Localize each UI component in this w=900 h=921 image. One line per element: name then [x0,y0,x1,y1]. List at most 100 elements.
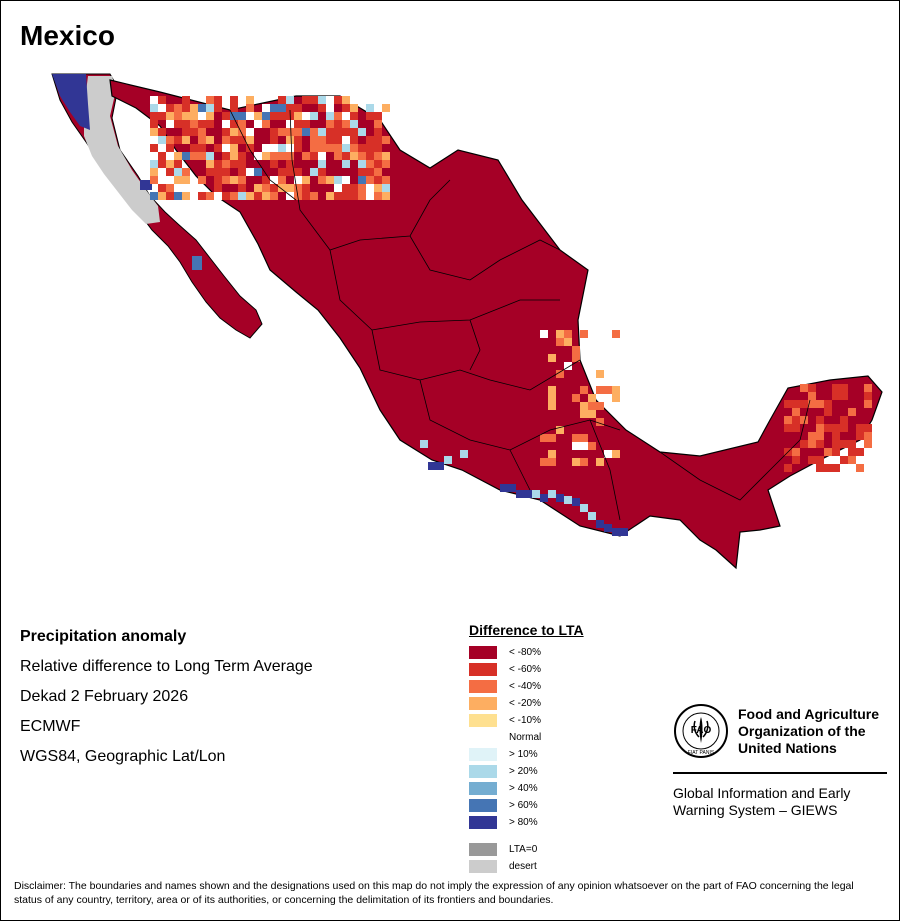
anomaly-cell [182,192,190,200]
anomaly-cell [310,168,318,176]
legend-title: Difference to LTA [469,622,584,638]
anomaly-cell [808,400,816,408]
legend-item: > 80% [469,814,584,831]
anomaly-cell [198,112,206,120]
state-border-line [469,319,481,371]
anomaly-cell [334,128,342,136]
anomaly-cell [198,120,206,128]
anomaly-cell [174,176,182,184]
anomaly-cell [334,136,342,144]
anomaly-cell [374,128,382,136]
anomaly-cell [158,128,166,136]
anomaly-cell [366,112,374,120]
anomaly-cell [206,112,214,120]
anomaly-cell [206,168,214,176]
anomaly-cell [318,168,326,176]
legend-item: < -60% [469,661,584,678]
anomaly-cell [800,400,808,408]
giews-name: Global Information and Early Warning Sys… [673,785,888,819]
anomaly-cell [824,408,832,416]
anomaly-cell [596,386,604,394]
anomaly-cell [182,184,190,192]
anomaly-cell [800,416,808,424]
anomaly-cell [382,192,390,200]
anomaly-cell [816,400,824,408]
anomaly-cell [620,528,628,536]
anomaly-cell [270,104,278,112]
anomaly-cell [294,168,302,176]
anomaly-cell [270,160,278,168]
anomaly-cell [230,144,238,152]
fao-logo-text: FAO [691,725,712,736]
anomaly-cell [318,144,326,152]
anomaly-cell [230,104,238,112]
anomaly-cell [350,120,358,128]
anomaly-cell [358,168,366,176]
anomaly-cell [572,434,580,442]
anomaly-cell [262,176,270,184]
anomaly-cell [286,160,294,168]
anomaly-cell [302,112,310,120]
anomaly-cell [856,448,864,456]
anomaly-cell [150,128,158,136]
anomaly-cell [350,192,358,200]
anomaly-cell [166,184,174,192]
anomaly-cell [238,136,246,144]
anomaly-cell [278,128,286,136]
anomaly-cell [572,442,580,450]
anomaly-cell [198,176,206,184]
anomaly-cell [302,192,310,200]
anomaly-cell [564,496,572,504]
state-border-line [799,399,811,441]
anomaly-cell [548,354,556,362]
anomaly-cell [262,120,270,128]
state-border-line [229,109,297,201]
anomaly-cell [564,330,572,338]
anomaly-cell [150,112,158,120]
anomaly-cell [246,192,254,200]
legend-swatch [469,748,497,761]
anomaly-cell [580,458,588,466]
anomaly-cell [190,128,198,136]
anomaly-cell [286,96,294,104]
anomaly-cell [286,152,294,160]
anomaly-cell [238,152,246,160]
giews-line: Global Information and Early [673,785,851,801]
info-line: WGS84, Geographic Lat/Lon [20,748,226,765]
anomaly-cell [816,424,824,432]
anomaly-cell [832,448,840,456]
anomaly-cell [150,136,158,144]
anomaly-cell [182,112,190,120]
anomaly-cell [158,184,166,192]
anomaly-cell [588,442,596,450]
anomaly-cell [166,104,174,112]
anomaly-cell [158,160,166,168]
anomaly-cell [832,432,840,440]
anomaly-cell [784,416,792,424]
anomaly-cell [302,120,310,128]
anomaly-cell [326,120,334,128]
anomaly-cell [254,112,262,120]
anomaly-cell [198,152,206,160]
anomaly-cell [382,176,390,184]
anomaly-cell [792,416,800,424]
anomaly-cell [342,128,350,136]
anomaly-cell [548,386,556,394]
anomaly-cell [374,192,382,200]
anomaly-cell [374,160,382,168]
anomaly-cell [262,192,270,200]
anomaly-cell [166,144,174,152]
legend-label: desert [509,861,537,872]
anomaly-cell [174,104,182,112]
legend-swatch [469,860,497,873]
anomaly-cell [548,490,556,498]
anomaly-cell [158,112,166,120]
anomaly-cell [254,192,262,200]
anomaly-cell [190,152,198,160]
anomaly-cell [366,192,374,200]
anomaly-cell [366,168,374,176]
anomaly-cell [230,128,238,136]
anomaly-cell [150,144,158,152]
anomaly-cell [366,144,374,152]
anomaly-cell [230,176,238,184]
